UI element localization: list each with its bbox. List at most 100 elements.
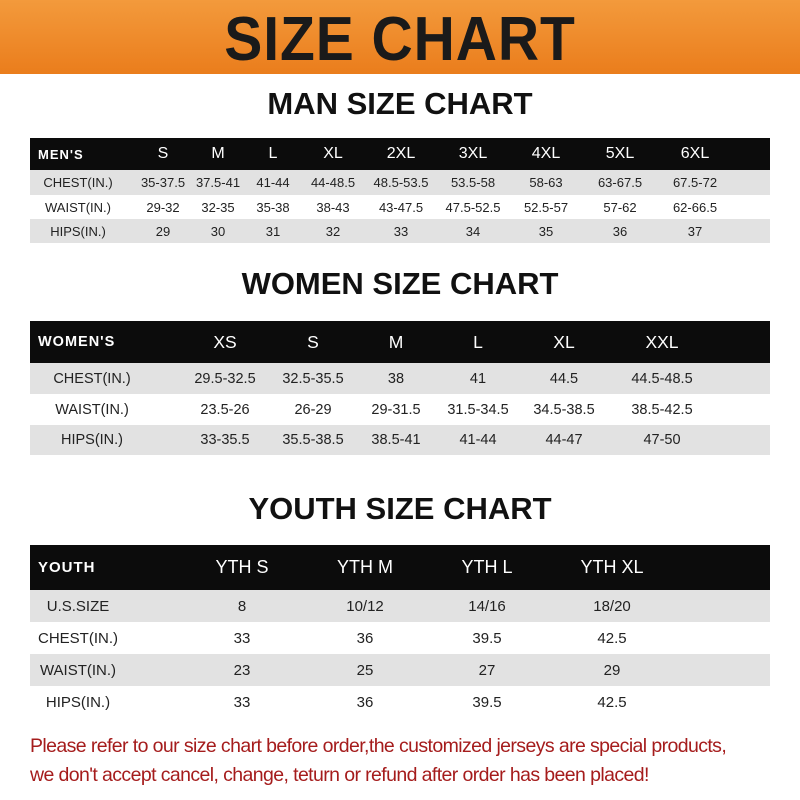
table-cell: 38.5-42.5 [631, 401, 693, 418]
size-header-cell: YTH M [337, 557, 393, 577]
notice-line-2: we don't accept cancel, change, teturn o… [30, 764, 649, 786]
table-cell: 29 [603, 661, 621, 679]
measurement-label: HIPS(IN.) [50, 223, 106, 239]
measurement-label: HIPS(IN.) [45, 693, 111, 711]
table-cell: 29 [155, 223, 171, 239]
table-cell: 32-35 [201, 199, 235, 215]
measurement-label: WAIST(IN.) [39, 661, 117, 679]
table-cell: 37.5-41 [195, 175, 241, 190]
table-cell: 53.5-58 [450, 175, 496, 190]
title-banner: SIZE CHART [0, 0, 800, 74]
banner-title: SIZE CHART [224, 5, 576, 74]
size-header-cell: 6XL [680, 145, 710, 162]
size-header-cell: YTH L [461, 557, 513, 577]
men-section-title: MAN SIZE CHART [267, 86, 533, 121]
table-cell: 41-44 [256, 175, 290, 190]
table-cell: 39.5 [472, 629, 502, 647]
table-cell: 44-48.5 [310, 175, 356, 190]
table-cell: 58-63 [529, 175, 563, 190]
table-cell: 42.5 [597, 693, 627, 711]
table-row: WAIST(IN.) 23.5-26 26-29 29-31.5 31.5-34.5 34… [30, 394, 770, 425]
table-cell: 38 [387, 370, 405, 387]
table-cell: 41-44 [459, 432, 497, 448]
table-cell: 10/12 [346, 597, 384, 615]
table-cell: 35 [538, 223, 554, 239]
table-cell: 33 [233, 629, 251, 647]
table-cell: 63-67.5 [597, 175, 643, 190]
table-cell: 37 [687, 223, 703, 239]
youth-size-table: YOUTH YTH S YTH M YTH L YTH XL U.S.SIZE 8 10/12… [30, 545, 770, 718]
table-cell: 26-29 [294, 401, 332, 418]
women-size-table: WOMEN'S XS S M L XL XXL CHEST(IN.) 29.5-32.5 32.5… [30, 321, 770, 455]
table-cell: 33-35.5 [200, 432, 250, 448]
measurement-label: HIPS(IN.) [60, 432, 124, 448]
size-header-cell: XL [553, 331, 575, 352]
table-cell: 52.5-57 [523, 199, 569, 215]
table-row: WAIST(IN.) 29-32 32-35 35-38 38-43 43-47.5 47.… [30, 195, 770, 219]
size-header-cell: S [157, 145, 169, 162]
size-header-cell: YTH XL [580, 557, 644, 577]
size-header-cell: XXL [645, 331, 679, 352]
table-title-cell: WOMEN'S [38, 334, 116, 350]
size-header-cell: S [307, 331, 319, 352]
men-header-row: MEN'S S M L XL 2XL 3XL 4XL 5XL 6XL [30, 138, 770, 170]
youth-header-row: YOUTH YTH S YTH M YTH L YTH XL [30, 545, 770, 590]
measurement-label: WAIST(IN.) [55, 401, 129, 418]
table-title-cell: MEN'S [38, 146, 84, 162]
table-cell: 31.5-34.5 [447, 401, 509, 418]
table-cell: 18/20 [593, 597, 631, 615]
table-row: HIPS(IN.) 33-35.5 35.5-38.5 38.5-41 41-44 44-… [30, 425, 770, 455]
table-cell: 57-62 [603, 199, 637, 215]
table-row: HIPS(IN.) 33 36 39.5 42.5 [30, 686, 770, 718]
table-cell: 8 [237, 597, 247, 615]
table-cell: 29-32 [146, 199, 180, 215]
table-cell: 14/16 [468, 597, 506, 615]
women-section-title: WOMEN SIZE CHART [241, 266, 559, 301]
measurement-label: WAIST(IN.) [45, 199, 111, 215]
table-row: U.S.SIZE 8 10/12 14/16 18/20 [30, 590, 770, 622]
measurement-label: CHEST(IN.) [38, 629, 118, 647]
table-cell: 32 [325, 223, 341, 239]
table-cell: 43-47.5 [378, 199, 424, 215]
table-cell: 35.5-38.5 [282, 432, 344, 448]
table-cell: 44.5-48.5 [631, 370, 693, 387]
table-cell: 36 [356, 629, 374, 647]
table-cell: 25 [356, 661, 374, 679]
size-header-cell: M [211, 145, 225, 162]
table-cell: 39.5 [472, 693, 502, 711]
youth-section-title: YOUTH SIZE CHART [248, 491, 552, 526]
table-cell: 47-50 [643, 432, 681, 448]
table-cell: 44.5 [549, 370, 579, 387]
table-cell: 62-66.5 [672, 199, 718, 215]
table-row: CHEST(IN.) 35-37.5 37.5-41 41-44 44-48.5 48.5… [30, 170, 770, 195]
size-header-cell: 5XL [605, 145, 635, 162]
table-cell: 34 [465, 223, 481, 239]
table-cell: 30 [210, 223, 226, 239]
size-header-cell: 4XL [531, 145, 561, 162]
men-size-table: MEN'S S M L XL 2XL 3XL 4XL 5XL 6XL CHEST(IN.) 35-37… [30, 138, 770, 243]
table-cell: 34.5-38.5 [533, 401, 595, 418]
table-row: CHEST(IN.) 33 36 39.5 42.5 [30, 622, 770, 654]
size-header-cell: M [388, 331, 404, 352]
table-row: HIPS(IN.) 29 30 31 32 33 34 35 36 37 [30, 219, 770, 243]
table-cell: 41 [469, 370, 487, 387]
size-header-cell: 3XL [458, 145, 488, 162]
table-cell: 38.5-41 [371, 432, 421, 448]
table-cell: 44-47 [545, 432, 583, 448]
size-header-cell: YTH S [215, 557, 269, 577]
table-cell: 29-31.5 [371, 401, 421, 418]
measurement-label: CHEST(IN.) [53, 370, 131, 387]
notice-line-1: Please refer to our size chart before or… [30, 735, 727, 757]
table-cell: 33 [393, 223, 409, 239]
table-title-cell: YOUTH [38, 559, 96, 576]
table-cell: 23.5-26 [200, 401, 250, 418]
table-cell: 35-37.5 [140, 175, 186, 190]
table-row: WAIST(IN.) 23 25 27 29 [30, 654, 770, 686]
table-row: CHEST(IN.) 29.5-32.5 32.5-35.5 38 41 44.5 44.5… [30, 363, 770, 394]
table-cell: 67.5-72 [672, 175, 718, 190]
table-cell: 32.5-35.5 [282, 370, 344, 387]
table-cell: 23 [233, 661, 251, 679]
table-cell: 42.5 [597, 629, 627, 647]
measurement-label: CHEST(IN.) [43, 175, 113, 190]
